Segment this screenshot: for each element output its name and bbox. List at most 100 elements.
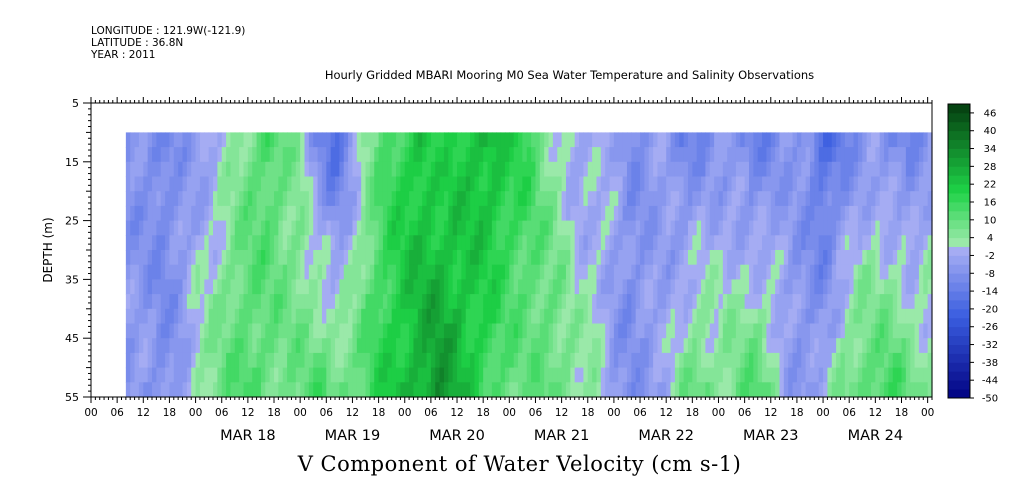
heatmap-cell xyxy=(831,323,837,339)
heatmap-cell xyxy=(644,352,650,369)
heatmap-cell xyxy=(622,191,628,207)
heatmap-cell xyxy=(818,279,824,295)
heatmap-cell xyxy=(382,250,388,266)
heatmap-cell xyxy=(313,338,319,354)
heatmap-cell xyxy=(465,132,471,148)
heatmap-cell xyxy=(291,235,297,251)
heatmap-cell xyxy=(178,382,184,398)
heatmap-cell xyxy=(461,338,467,354)
heatmap-cell xyxy=(631,352,637,369)
heatmap-cell xyxy=(448,147,454,163)
heatmap-cell xyxy=(844,191,850,207)
heatmap-cell xyxy=(792,191,798,207)
heatmap-cell xyxy=(457,264,462,280)
heatmap-cell xyxy=(644,382,650,398)
heatmap-cell xyxy=(365,161,371,178)
heatmap-cell xyxy=(592,382,598,398)
heatmap-cell xyxy=(570,220,576,236)
heatmap-cell xyxy=(613,147,619,163)
heatmap-cell xyxy=(500,250,506,266)
heatmap-cell xyxy=(692,338,698,354)
heatmap-cell xyxy=(762,220,768,236)
heatmap-cell xyxy=(143,367,149,383)
heatmap-cell xyxy=(348,308,354,325)
heatmap-cell xyxy=(343,279,349,295)
heatmap-cell xyxy=(766,220,772,236)
heatmap-cell xyxy=(487,352,493,369)
heatmap-cell xyxy=(840,352,846,369)
colorbar-swatch xyxy=(948,273,970,283)
heatmap-cell xyxy=(374,294,380,310)
heatmap-cell xyxy=(827,264,833,280)
heatmap-cell xyxy=(274,367,279,383)
heatmap-cell xyxy=(866,250,872,266)
heatmap-cell xyxy=(809,176,815,192)
x-day-label: MAR 23 xyxy=(743,428,799,444)
heatmap-cell xyxy=(748,279,754,295)
heatmap-cell xyxy=(178,352,184,369)
heatmap-cell xyxy=(378,352,384,369)
heatmap-cell xyxy=(400,382,406,398)
heatmap-cell xyxy=(757,191,763,207)
heatmap-cell xyxy=(853,352,859,369)
heatmap-cell xyxy=(748,220,754,236)
heatmap-cell xyxy=(779,367,785,383)
heatmap-cell xyxy=(374,176,380,192)
heatmap-cell xyxy=(718,191,724,207)
heatmap-cell xyxy=(465,176,471,192)
heatmap-cell xyxy=(156,338,162,354)
heatmap-cell xyxy=(735,176,741,192)
heatmap-cell xyxy=(260,161,266,178)
heatmap-cell xyxy=(609,176,615,192)
heatmap-cell xyxy=(853,279,859,295)
heatmap-cell xyxy=(570,279,576,295)
heatmap-cell xyxy=(918,147,924,163)
heatmap-cell xyxy=(674,264,680,280)
heatmap-cell xyxy=(295,235,301,251)
heatmap-cell xyxy=(666,191,672,207)
heatmap-cell xyxy=(653,352,659,369)
heatmap-cell xyxy=(613,191,619,207)
heatmap-cell xyxy=(199,235,205,251)
heatmap-cell xyxy=(361,323,367,339)
heatmap-cell xyxy=(522,338,528,354)
y-tick-label: 55 xyxy=(65,391,79,404)
heatmap-cell xyxy=(870,352,876,369)
heatmap-cell xyxy=(827,191,833,207)
heatmap-cell xyxy=(335,264,340,280)
heatmap-cell xyxy=(422,220,428,236)
heatmap-cell xyxy=(753,220,759,236)
heatmap-cell xyxy=(138,147,144,163)
heatmap-cell xyxy=(792,220,798,236)
heatmap-cell xyxy=(884,147,890,163)
heatmap-cell xyxy=(274,205,279,222)
heatmap-cell xyxy=(762,191,768,207)
heatmap-cell xyxy=(487,250,493,266)
heatmap-cell xyxy=(152,220,157,236)
heatmap-cell xyxy=(156,205,162,222)
heatmap-cell xyxy=(413,338,419,354)
heatmap-cell xyxy=(918,382,924,398)
heatmap-cell xyxy=(796,191,802,207)
heatmap-cell xyxy=(561,352,567,369)
heatmap-cell xyxy=(295,294,301,310)
heatmap-cell xyxy=(605,308,611,325)
heatmap-cell xyxy=(809,367,815,383)
heatmap-cell xyxy=(927,176,933,192)
heatmap-cell xyxy=(435,235,441,251)
heatmap-cell xyxy=(304,323,310,339)
heatmap-cell xyxy=(640,294,646,310)
heatmap-cell xyxy=(862,191,868,207)
heatmap-cell xyxy=(504,132,510,148)
heatmap-cell xyxy=(247,264,253,280)
heatmap-cell xyxy=(378,367,384,383)
heatmap-cell xyxy=(722,191,728,207)
heatmap-cell xyxy=(478,264,484,280)
heatmap-cell xyxy=(557,191,563,207)
heatmap-cell xyxy=(430,235,436,251)
heatmap-cell xyxy=(718,161,724,178)
heatmap-cell xyxy=(374,220,380,236)
heatmap-cell xyxy=(775,161,781,178)
heatmap-cell xyxy=(775,338,781,354)
heatmap-cell xyxy=(923,352,929,369)
